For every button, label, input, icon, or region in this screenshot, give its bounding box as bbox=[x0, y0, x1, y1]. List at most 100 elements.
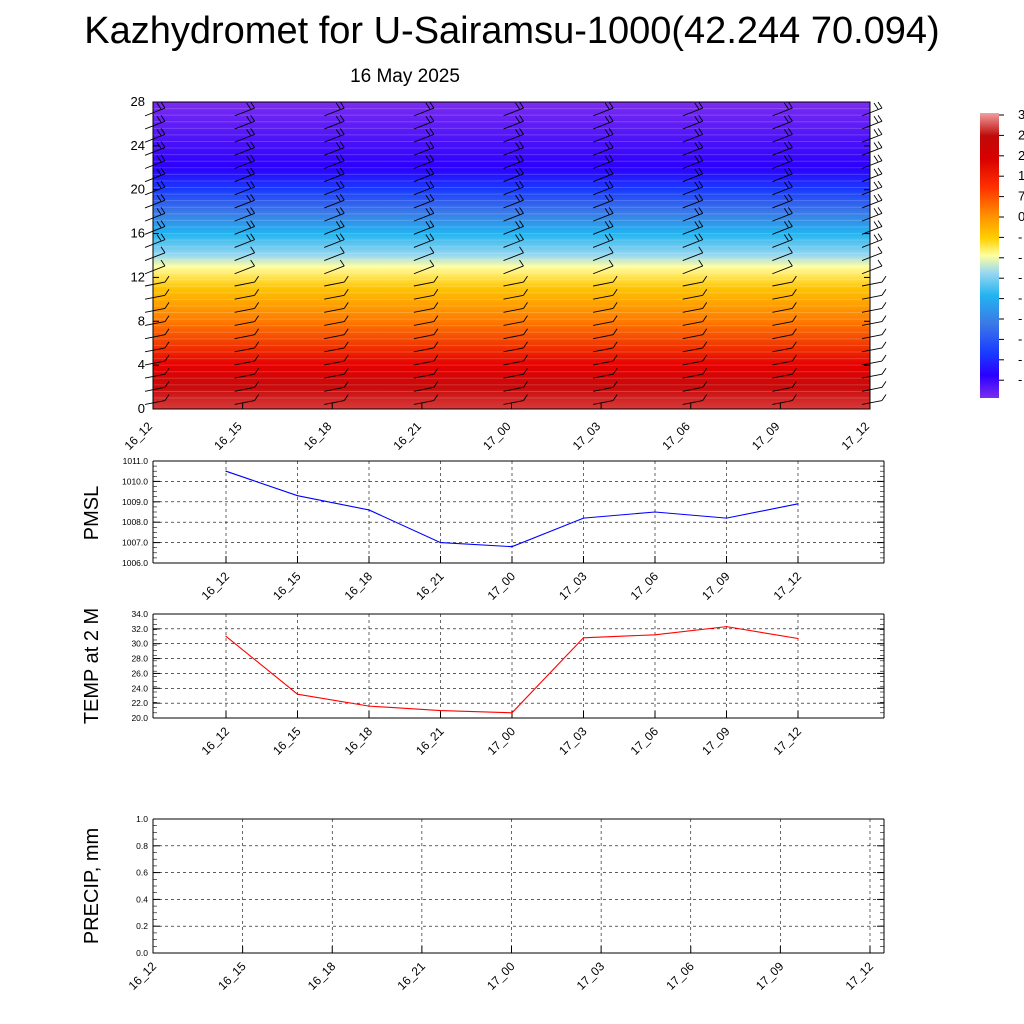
wind-barb bbox=[324, 367, 349, 379]
wind-barb bbox=[772, 141, 793, 156]
wind-barb-shaft bbox=[682, 347, 703, 353]
wind-barb bbox=[592, 114, 614, 130]
wind-barb bbox=[413, 207, 435, 222]
wind-barb bbox=[861, 141, 883, 156]
wind-barb bbox=[234, 354, 259, 366]
wind-barb bbox=[861, 246, 883, 262]
wind-barb bbox=[503, 101, 524, 117]
wind-barb bbox=[593, 302, 618, 313]
colorbar-label: 7 bbox=[1018, 189, 1024, 204]
wind-barb bbox=[593, 394, 618, 405]
wind-barb-flag bbox=[792, 275, 797, 283]
wind-barb-flag bbox=[604, 102, 610, 110]
wind-barb bbox=[324, 207, 345, 222]
y-tick-label: 32.0 bbox=[131, 624, 148, 634]
wind-barb-flag bbox=[519, 259, 524, 267]
wind-barb-flag bbox=[425, 194, 431, 202]
wind-barb bbox=[503, 354, 528, 366]
wind-barb-flag bbox=[788, 233, 793, 240]
wind-barb-flag bbox=[250, 114, 255, 122]
wind-barb-shaft bbox=[682, 186, 703, 196]
colorbar-label: 2 bbox=[1018, 127, 1024, 142]
wind-barb-flag bbox=[164, 381, 170, 388]
wind-barb-flag bbox=[604, 155, 610, 162]
wind-barb-flag bbox=[792, 394, 797, 401]
wind-barb-flag bbox=[702, 302, 708, 309]
wind-barb-flag bbox=[608, 259, 614, 267]
x-tick-label: 16_21 bbox=[413, 724, 447, 758]
wind-barb-shaft bbox=[861, 120, 883, 130]
wind-barb bbox=[682, 394, 708, 405]
wind-barb-flag bbox=[698, 128, 704, 135]
wind-barb bbox=[682, 167, 704, 183]
wind-barb-flag bbox=[519, 180, 524, 188]
wind-barb-flag bbox=[429, 141, 435, 148]
wind-barb bbox=[592, 259, 614, 275]
wind-barb-shaft bbox=[413, 265, 435, 275]
wind-barb-shaft bbox=[682, 360, 703, 366]
wind-barb bbox=[772, 341, 797, 353]
wind-barb-flag bbox=[788, 167, 793, 175]
isolines bbox=[153, 108, 870, 399]
wind-barb-shaft bbox=[772, 133, 793, 143]
x-tick-label: 17_12 bbox=[771, 724, 805, 758]
wind-barb bbox=[503, 220, 524, 235]
wind-barb-shaft bbox=[413, 226, 435, 235]
wind-barb-shaft bbox=[413, 212, 435, 222]
wind-barb-flag bbox=[612, 275, 618, 283]
wind-barb bbox=[234, 341, 259, 353]
wind-barb-flag bbox=[343, 275, 349, 283]
wind-barb bbox=[324, 289, 349, 300]
wind-barb bbox=[324, 328, 349, 340]
wind-barb bbox=[861, 381, 887, 392]
wind-barb-shaft bbox=[503, 400, 524, 405]
wind-barb-shaft bbox=[682, 321, 703, 326]
wind-barb bbox=[772, 128, 793, 143]
wind-barb-flag bbox=[877, 114, 883, 122]
wind-barb-shaft bbox=[772, 321, 793, 326]
wind-barb bbox=[144, 180, 166, 196]
wind-barb-flag bbox=[515, 208, 520, 215]
wind-barb bbox=[772, 114, 793, 130]
wind-barb-flag bbox=[246, 194, 251, 202]
wind-barb-flag bbox=[164, 328, 170, 335]
wind-barb bbox=[682, 259, 704, 275]
wind-barb bbox=[861, 367, 887, 379]
wind-barb-shaft bbox=[324, 321, 345, 326]
wind-barb-shaft bbox=[144, 147, 166, 156]
wind-barb-flag bbox=[429, 167, 435, 175]
wind-barb-flag bbox=[612, 315, 618, 322]
wind-barb bbox=[682, 180, 704, 196]
x-tick-label: 16_18 bbox=[305, 959, 339, 993]
wind-barb-flag bbox=[698, 193, 704, 201]
wind-barb bbox=[772, 354, 797, 366]
wind-barb bbox=[772, 167, 793, 183]
wind-barb-flag bbox=[246, 221, 251, 228]
wind-barb bbox=[324, 394, 349, 405]
wind-barb-flag bbox=[519, 128, 524, 135]
wind-barb-flag bbox=[429, 180, 435, 188]
wind-barb-flag bbox=[429, 220, 435, 227]
wind-barb bbox=[682, 233, 704, 248]
wind-barb-shaft bbox=[772, 307, 793, 313]
wind-barb bbox=[234, 381, 259, 392]
wind-barb-flag bbox=[519, 141, 524, 148]
wind-barb-flag bbox=[429, 246, 435, 254]
wind-barb bbox=[861, 341, 887, 353]
wind-barb-flag bbox=[698, 233, 704, 240]
wind-barb-flag bbox=[523, 381, 528, 388]
wind-barb-flag bbox=[156, 155, 162, 162]
wind-barb bbox=[682, 154, 704, 169]
wind-barb-shaft bbox=[772, 281, 793, 287]
wind-barb-flag bbox=[877, 207, 883, 214]
wind-barb bbox=[861, 394, 887, 405]
wind-barb-shaft bbox=[861, 226, 883, 235]
wind-barb-flag bbox=[515, 181, 520, 189]
wind-barb-flag bbox=[156, 208, 162, 215]
wind-barb-flag bbox=[156, 221, 162, 228]
x-tick-label: 16_21 bbox=[390, 419, 424, 453]
wind-barb-flag bbox=[164, 354, 170, 362]
wind-barb bbox=[234, 367, 259, 379]
wind-barb-flag bbox=[877, 141, 883, 148]
wind-barb-shaft bbox=[234, 107, 255, 117]
